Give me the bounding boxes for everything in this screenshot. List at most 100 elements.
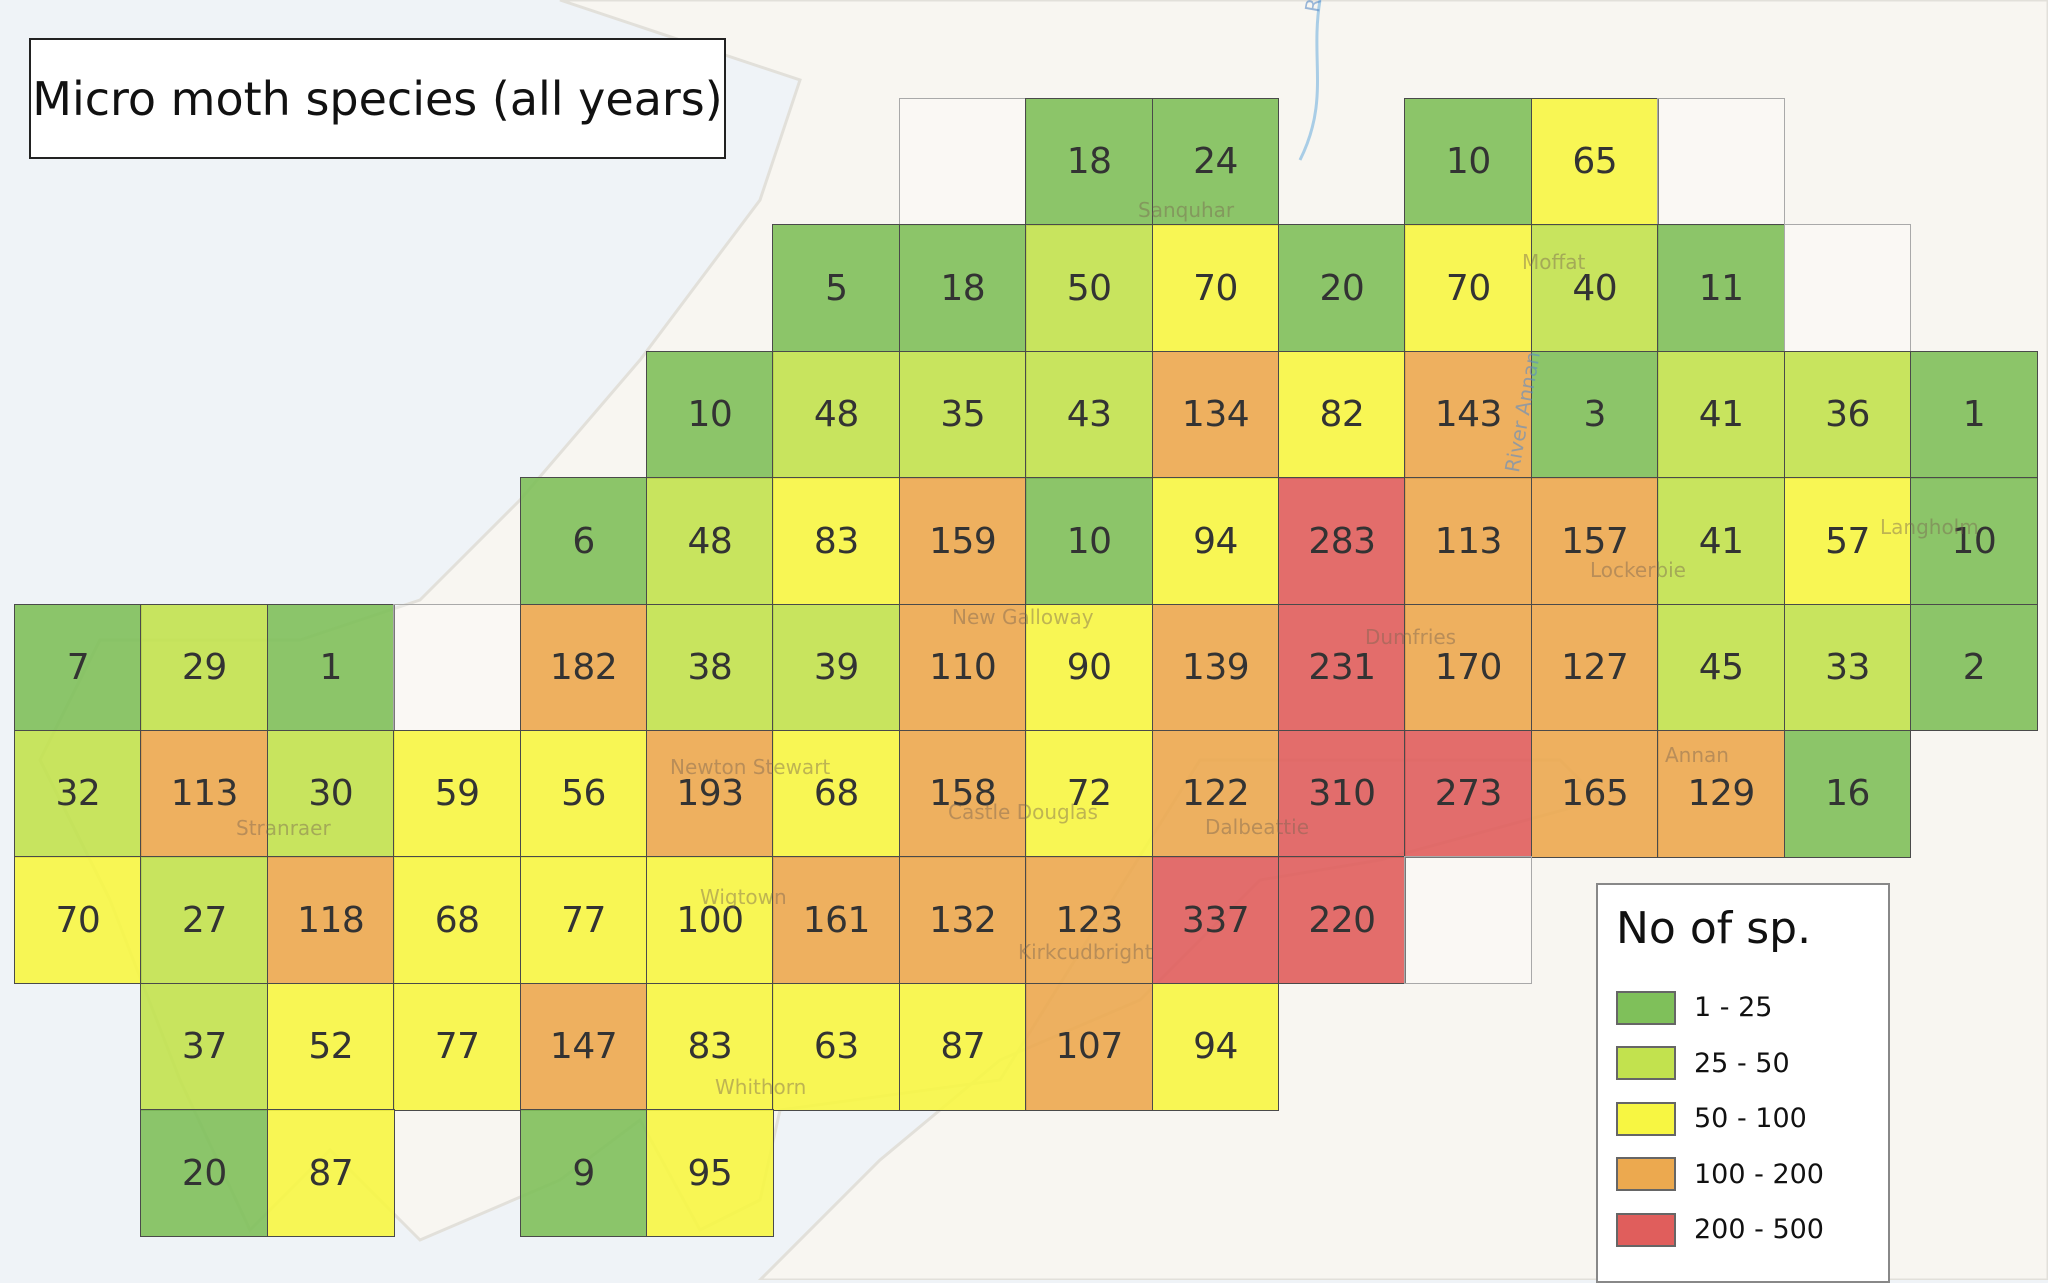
legend-label: 100 - 200 (1694, 1158, 1824, 1190)
grid-square: 41 (1657, 350, 1786, 479)
grid-square: 20 (140, 1109, 269, 1238)
grid-square: 9 (519, 1109, 648, 1238)
grid-square: 10 (1404, 98, 1533, 226)
grid-square: 123 (1025, 856, 1154, 985)
grid-square: 18 (1025, 98, 1154, 226)
grid-square-value: 83 (813, 520, 859, 562)
grid-square-value: 68 (813, 773, 859, 815)
grid-square-value: 33 (1825, 647, 1870, 689)
grid-square: 11 (1657, 224, 1786, 353)
grid-square-value: 118 (297, 899, 365, 941)
grid-square: 1 (266, 603, 395, 732)
grid-square-value: 134 (1181, 394, 1250, 436)
grid-square: 68 (393, 856, 522, 985)
grid-square: 63 (772, 982, 901, 1111)
grid-square: 10 (646, 350, 774, 479)
grid-square: 45 (1657, 603, 1786, 732)
grid-square-value: 95 (687, 1152, 733, 1194)
grid-square: 83 (772, 477, 901, 606)
map-title-box: Micro moth species (all years) (29, 38, 726, 159)
grid-square: 70 (14, 856, 142, 985)
grid-square-value: 3 (1583, 394, 1607, 436)
grid-square: 82 (1278, 350, 1406, 479)
grid-square-value: 65 (1572, 141, 1618, 183)
grid-square: 59 (393, 730, 522, 858)
grid-square: 90 (1025, 603, 1154, 732)
grid-square: 220 (1278, 856, 1406, 985)
grid-square-value: 157 (1561, 520, 1629, 562)
grid-square-value: 39 (813, 647, 859, 689)
legend-label: 200 - 500 (1694, 1214, 1824, 1246)
grid-square: 56 (519, 730, 648, 858)
grid-square-value: 182 (549, 647, 618, 689)
grid-square-value: 40 (1572, 267, 1618, 309)
grid-square: 48 (772, 350, 901, 479)
grid-square-value: 5 (825, 267, 848, 309)
grid-square-value: 70 (55, 899, 101, 941)
grid-square: 310 (1278, 730, 1406, 858)
grid-square-value: 7 (66, 647, 90, 689)
legend-swatch (1616, 990, 1676, 1025)
grid-square: 18 (898, 224, 1027, 353)
grid-square: 10 (1025, 477, 1154, 606)
grid-square-value: 18 (940, 267, 986, 309)
grid-square-value: 1 (1962, 394, 1986, 436)
grid-square: 36 (1783, 350, 1912, 479)
grid-square: 5 (772, 224, 901, 353)
grid-square-value: 100 (676, 899, 744, 941)
grid-square: 41 (1657, 477, 1786, 606)
grid-square-value: 94 (1193, 1026, 1238, 1068)
legend-label: 50 - 100 (1694, 1103, 1807, 1135)
legend-swatch (1616, 1157, 1676, 1192)
grid-square: 113 (1404, 477, 1533, 606)
grid-square-value: 27 (181, 899, 227, 941)
grid-square: 118 (266, 856, 395, 985)
grid-square-value: 83 (687, 1026, 733, 1068)
grid-square: 113 (140, 730, 269, 858)
grid-square-value: 20 (181, 1152, 227, 1194)
grid-square-value: 113 (1434, 520, 1503, 562)
grid-square-value: 107 (1055, 1026, 1124, 1068)
grid-square-value: 32 (55, 773, 101, 815)
grid-square-value: 52 (308, 1026, 354, 1068)
grid-square: 100 (646, 856, 774, 985)
grid-square: 30 (266, 730, 395, 858)
grid-square-value: 18 (1066, 141, 1112, 183)
legend-item: 200 - 500 (1616, 1202, 1888, 1258)
grid-square: 68 (772, 730, 901, 858)
grid-square: 132 (898, 856, 1027, 985)
grid-square: 3 (1530, 350, 1659, 479)
grid-square: 110 (898, 603, 1027, 732)
grid-square-empty (1783, 224, 1912, 353)
grid-square-empty (1657, 98, 1786, 226)
grid-square: 7 (14, 603, 142, 732)
grid-square: 2 (1910, 603, 2038, 732)
grid-square-value: 161 (802, 899, 871, 941)
grid-square-value: 2 (1962, 647, 1986, 689)
grid-square: 143 (1404, 350, 1533, 479)
grid-square-value: 72 (1066, 773, 1112, 815)
grid-square-value: 16 (1825, 773, 1870, 815)
grid-square: 83 (646, 982, 774, 1111)
grid-square-value: 158 (929, 773, 997, 815)
grid-square: 37 (140, 982, 269, 1111)
grid-square: 24 (1151, 98, 1280, 226)
grid-square: 77 (393, 982, 522, 1111)
grid-square-value: 87 (308, 1152, 354, 1194)
grid-square-value: 143 (1434, 394, 1503, 436)
legend-swatch (1616, 1046, 1676, 1081)
grid-square: 39 (772, 603, 901, 732)
grid-square-value: 35 (940, 394, 986, 436)
grid-square: 283 (1278, 477, 1406, 606)
grid-square: 182 (519, 603, 648, 732)
grid-square: 10 (1910, 477, 2038, 606)
grid-square-value: 220 (1308, 899, 1376, 941)
grid-square: 70 (1151, 224, 1280, 353)
grid-square: 52 (266, 982, 395, 1111)
grid-square: 43 (1025, 350, 1154, 479)
grid-square-value: 273 (1434, 773, 1503, 815)
grid-square-value: 29 (181, 647, 227, 689)
grid-square-value: 56 (561, 773, 606, 815)
grid-square: 87 (266, 1109, 395, 1238)
